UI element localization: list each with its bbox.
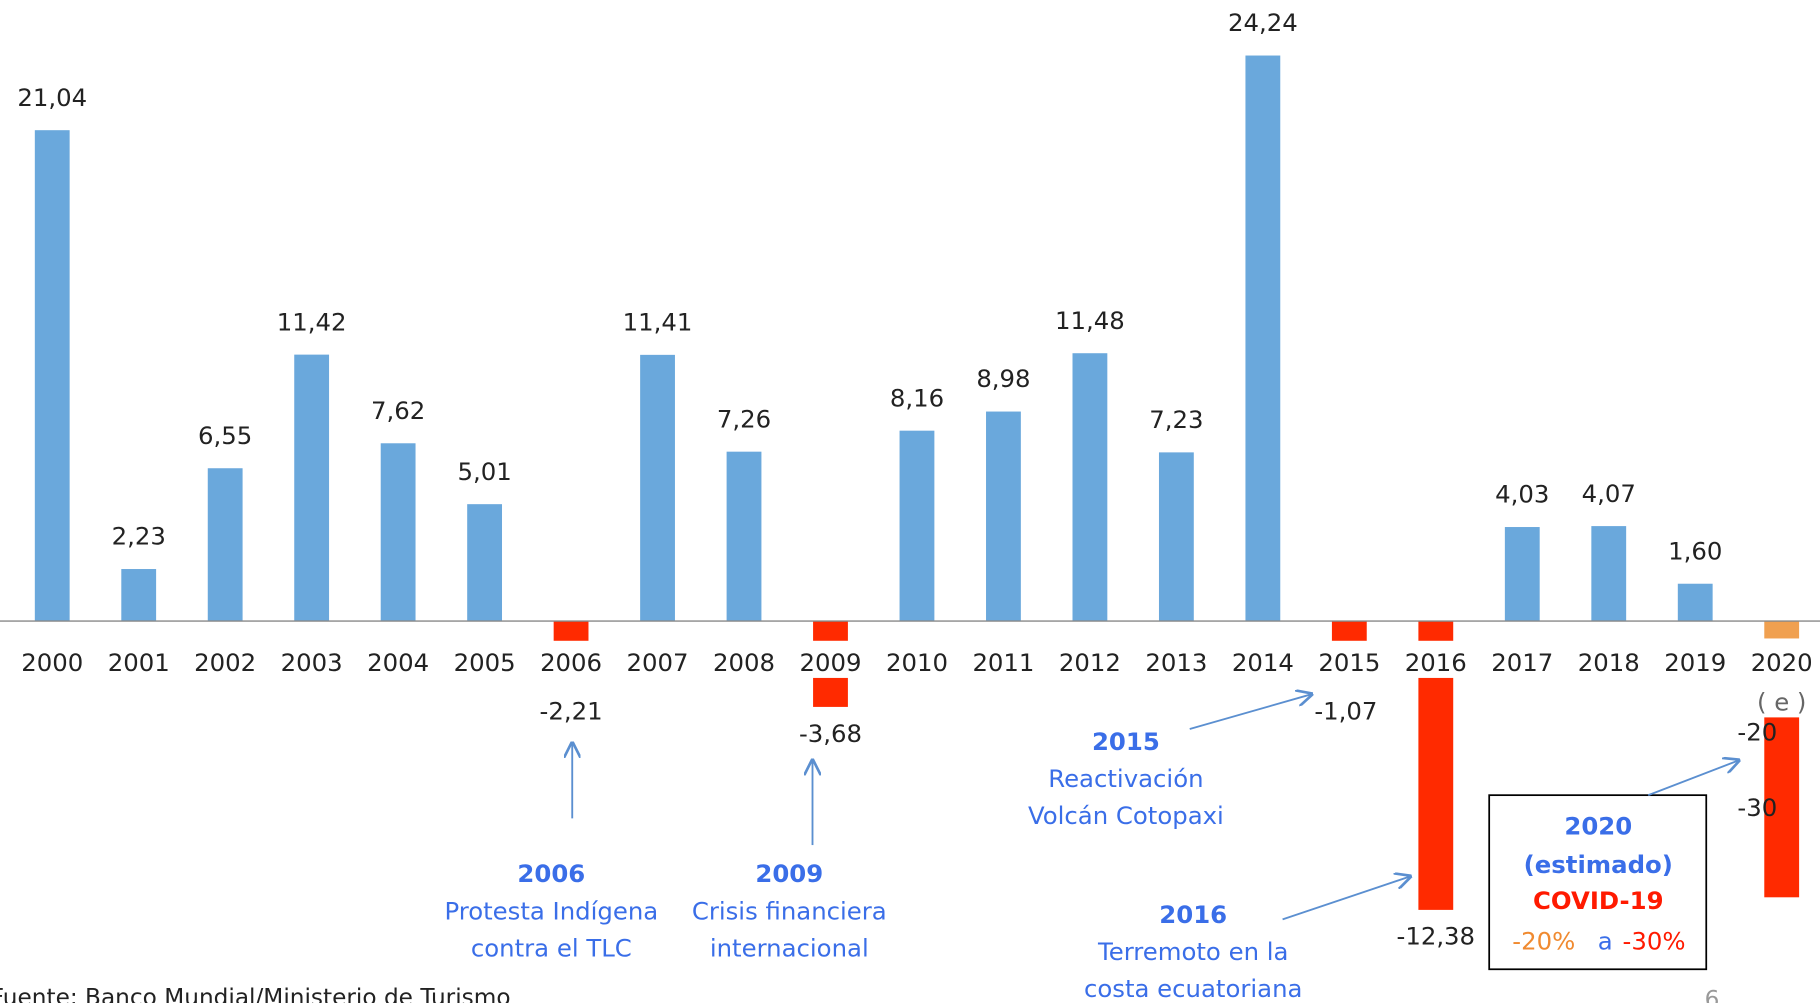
- bar: [1072, 353, 1108, 622]
- value-label: 5,01: [457, 457, 511, 486]
- box-year: 2020: [1564, 812, 1632, 841]
- value-label: 11,41: [623, 308, 693, 337]
- bar: [294, 354, 330, 622]
- x-tick-label: 2009: [799, 648, 861, 677]
- value-label: 4,07: [1582, 479, 1636, 508]
- source: Fuente: Banco Mundial/Ministerio de Turi…: [0, 984, 511, 1003]
- value-label: 7,26: [717, 404, 771, 433]
- value-label: -1,07: [1314, 697, 1377, 726]
- estimate-top: [1764, 621, 1800, 639]
- x-tick-label: 2013: [1145, 648, 1207, 677]
- bar: [467, 504, 503, 622]
- value-label: 8,16: [890, 383, 944, 412]
- x-tick-label: 2020: [1751, 648, 1813, 677]
- bar: [121, 569, 157, 622]
- value-label: -2,21: [540, 697, 603, 726]
- value-label: 2,23: [112, 522, 166, 551]
- x-tick-label: 2002: [194, 648, 256, 677]
- annotation-year: 2006: [517, 859, 585, 888]
- x-tick-label: 2014: [1232, 648, 1294, 677]
- annotation-line: Terremoto en la: [1097, 937, 1288, 966]
- bar: [380, 443, 416, 622]
- bar: [1591, 526, 1627, 622]
- x-tick-label: 2001: [108, 648, 170, 677]
- value-label: 7,62: [371, 396, 425, 425]
- arrow: [1282, 876, 1411, 921]
- bar: [1677, 583, 1713, 622]
- annotation-year: 2009: [755, 859, 823, 888]
- arrow: [1189, 694, 1312, 730]
- annotation-line: Volcán Cotopaxi: [1028, 801, 1224, 830]
- x-tick-label: 2006: [540, 648, 602, 677]
- bar: [207, 468, 243, 622]
- value-label: 1,60: [1668, 536, 1722, 565]
- annotation-line: costa ecuatoriana: [1084, 974, 1303, 1003]
- value-label: 8,98: [976, 364, 1030, 393]
- value-label: 6,55: [198, 421, 252, 450]
- annotation-year: 2015: [1092, 727, 1160, 756]
- x-tick-label: 2019: [1664, 648, 1726, 677]
- value-label: -3,68: [799, 719, 862, 748]
- x-tick-label: 2012: [1059, 648, 1121, 677]
- value-label: 21,04: [17, 83, 87, 112]
- annotation-line: Reactivación: [1048, 764, 1203, 793]
- x-tick-label: 2007: [627, 648, 689, 677]
- bars: [34, 55, 1800, 910]
- x-tick-label: 2010: [886, 648, 948, 677]
- bar: [726, 451, 762, 622]
- x-tick-label: 2015: [1318, 648, 1380, 677]
- bar: [1504, 527, 1540, 622]
- value-label: 7,23: [1149, 405, 1203, 434]
- value-label: 24,24: [1228, 8, 1298, 37]
- value-label: 11,48: [1055, 306, 1125, 335]
- value-label: 4,03: [1495, 480, 1549, 509]
- x-tick-label: 2000: [21, 648, 83, 677]
- estimate-box: [1488, 794, 1708, 971]
- box-cause: COVID-19: [1533, 886, 1664, 915]
- bar: [1158, 452, 1194, 622]
- bar: [1245, 55, 1281, 622]
- box-to-word: a: [1598, 927, 1613, 956]
- bar: [640, 354, 675, 622]
- box-from: -20%: [1512, 927, 1575, 956]
- estimate-note: ( e ): [1757, 687, 1806, 716]
- annotation-line: Protesta Indígena: [444, 896, 658, 925]
- annotation-line: internacional: [710, 934, 869, 963]
- annotation-line: contra el TLC: [471, 934, 632, 963]
- arrow: [1647, 760, 1739, 797]
- estimate-low-label: -30: [1737, 793, 1777, 822]
- x-tick-label: 2003: [281, 648, 343, 677]
- x-tick-label: 2008: [713, 648, 775, 677]
- annotation-line: Crisis financiera: [692, 896, 887, 925]
- x-tick-label: 2017: [1491, 648, 1553, 677]
- x-tick-label: 2005: [454, 648, 516, 677]
- estimate-bar: [1764, 717, 1800, 898]
- x-tick-label: 2018: [1578, 648, 1640, 677]
- page-number: 6: [1705, 986, 1720, 1003]
- x-tick-label: 2011: [972, 648, 1034, 677]
- value-label: 11,42: [277, 307, 347, 336]
- box-subtitle: (estimado): [1524, 850, 1673, 879]
- bar: [34, 130, 70, 622]
- x-tick-label: 2016: [1405, 648, 1467, 677]
- bar: [986, 411, 1021, 622]
- value-label: -12,38: [1397, 922, 1476, 951]
- label-band: [0, 640, 1820, 678]
- labels: 2000 21,04 2001 2,23 2002 6,55 2003 11,42 2004 7,…: [17, 8, 1812, 1003]
- annotation-year: 2016: [1159, 900, 1227, 929]
- box-to: -30%: [1623, 927, 1686, 956]
- bar: [899, 430, 935, 622]
- estimate-high-label: -20: [1737, 718, 1777, 747]
- x-tick-label: 2004: [367, 648, 429, 677]
